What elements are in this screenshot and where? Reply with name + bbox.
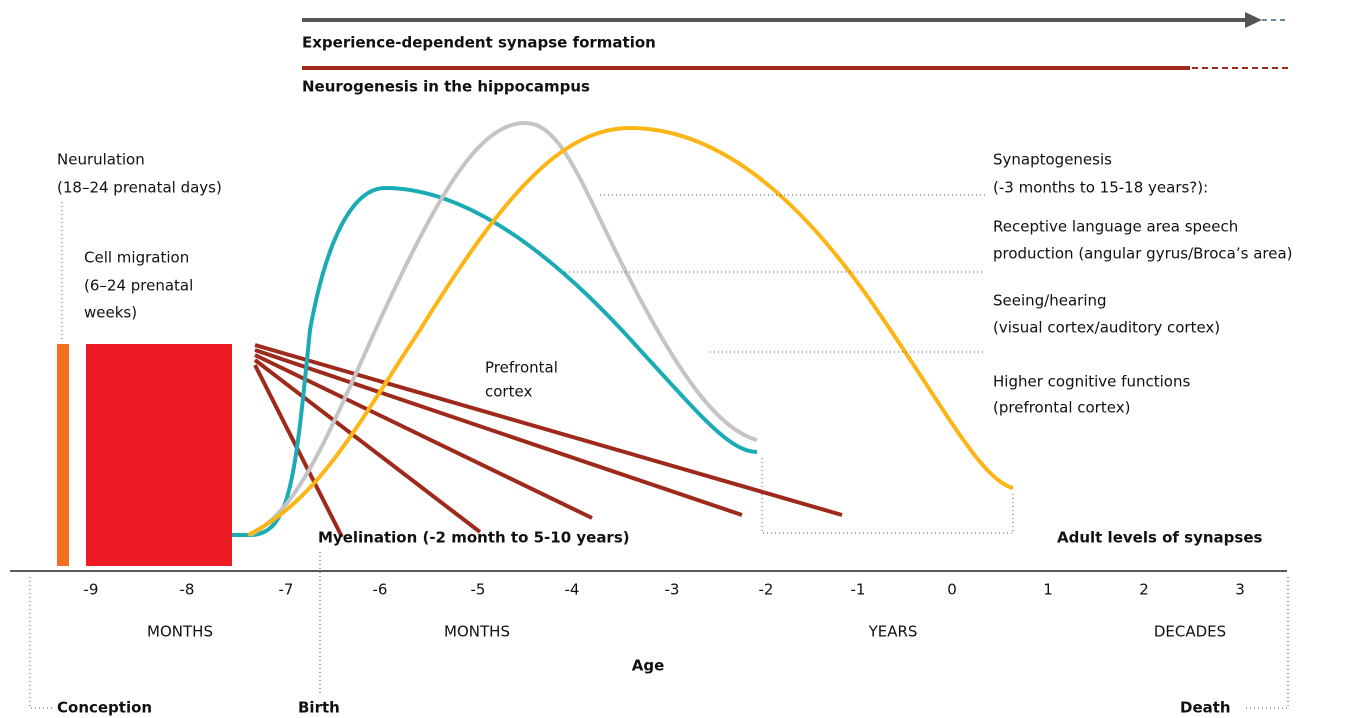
tick-label: -4 [565,581,580,599]
label: Synaptogenesis [993,151,1112,169]
tick-label: -7 [279,581,294,599]
tick-label: -2 [759,581,774,599]
label: (18–24 prenatal days) [57,179,222,197]
ticks: -9 -8 -7 -6 -5 -4 -3 -2 -1 0 1 2 3 [84,581,1245,599]
myelination-line [254,353,593,520]
tick-label: 3 [1235,581,1245,599]
label: Seeing/hearing [993,292,1107,310]
label: (prefrontal cortex) [993,399,1130,417]
tick-label: -3 [665,581,680,599]
label: (visual cortex/auditory cortex) [993,319,1220,337]
tick-label: -6 [373,581,388,599]
axis-label: Age [632,657,665,675]
event: Death [1180,699,1231,717]
bar-label: Experience-dependent synapse formation [302,34,656,52]
tick-label: 1 [1043,581,1053,599]
label: production (angular gyrus/Broca’s area) [993,245,1293,263]
myelination-line [254,348,743,517]
tick-label: 0 [947,581,957,599]
event: Conception [57,699,152,717]
bar-label: Neurogenesis in the hippocampus [302,78,590,96]
label: Higher cognitive functions [993,373,1190,391]
label: Receptive language area speech [993,218,1238,236]
leader [761,458,1014,534]
label: weeks) [84,304,137,322]
event: Birth [298,699,340,717]
tick-label: 2 [1139,581,1149,599]
arrowhead [1245,12,1262,28]
label: cortex [485,383,532,401]
label: Neurulation [57,151,145,169]
label: Prefrontal [485,359,558,377]
leader [1243,577,1289,709]
tick-label: -1 [851,581,866,599]
tick-label: -9 [84,581,99,599]
neurulation-bar [57,344,69,566]
myelination-line [253,364,344,538]
label: (-3 months to 15-18 years?): [993,179,1208,197]
tick-label: -8 [180,581,195,599]
leader [29,577,55,709]
unit: MONTHS [147,623,213,641]
unit: YEARS [868,623,918,641]
myelination-line [253,358,482,534]
migration-block [86,344,232,566]
unit: DECADES [1154,623,1226,641]
curve-cognitive [247,125,1014,537]
curve-seeing [232,185,758,537]
label: Adult levels of synapses [1057,529,1263,547]
label: (6–24 prenatal [84,277,193,295]
tick-label: -5 [471,581,486,599]
curve-language [249,120,758,537]
label: Cell migration [84,249,189,267]
label: Myelination (-2 month to 5-10 years) [318,529,630,547]
myelination-line [254,343,843,517]
unit: MONTHS [444,623,510,641]
